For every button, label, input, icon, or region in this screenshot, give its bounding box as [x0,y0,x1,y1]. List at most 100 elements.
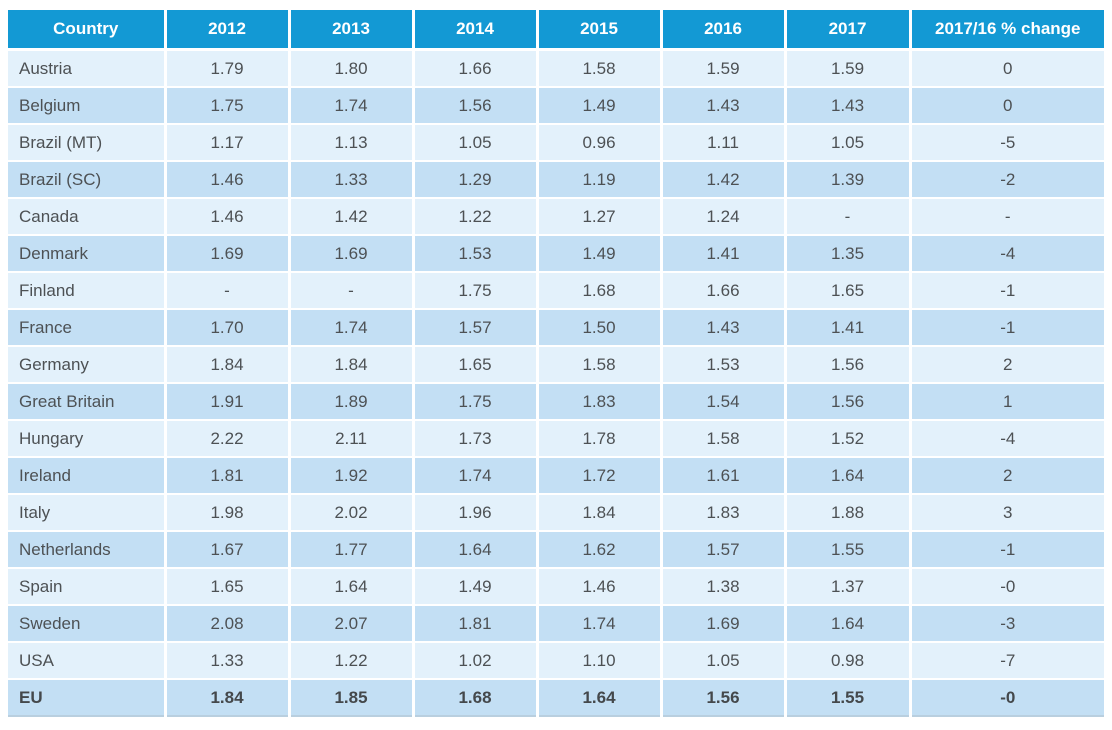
value-cell: 1.74 [287,86,413,124]
value-cell: 2.02 [287,493,413,531]
value-cell: - [783,197,910,235]
value-cell: 1.55 [783,530,910,568]
table-row: Italy 1.98 2.02 1.96 1.84 1.83 1.88 3 [8,493,1104,531]
value-cell: -1 [908,271,1104,309]
value-cell: 1.80 [287,48,413,87]
value-cell: 1.57 [411,308,537,346]
country-cell: France [8,308,165,346]
value-cell: 1.46 [163,197,289,235]
value-cell: 0.98 [783,641,910,679]
value-cell: 0 [908,48,1104,87]
value-cell: 1.22 [411,197,537,235]
column-header: 2015 [535,10,661,50]
value-cell: 1.24 [659,197,785,235]
country-cell: Brazil (SC) [8,160,165,198]
value-cell: 1.84 [287,345,413,383]
value-cell: 1.89 [287,382,413,420]
value-cell: 1.22 [287,641,413,679]
column-header: 2014 [411,10,537,50]
country-cell: Brazil (MT) [8,123,165,161]
value-cell: 1.19 [535,160,661,198]
table-row: Sweden 2.08 2.07 1.81 1.74 1.69 1.64 -3 [8,604,1104,642]
value-cell: 2.11 [287,419,413,457]
value-cell: 1.33 [163,641,289,679]
value-cell: 1.74 [535,604,661,642]
column-header: 2012 [163,10,289,50]
value-cell: 1.73 [411,419,537,457]
value-cell: - [163,271,289,309]
value-cell: -4 [908,234,1104,272]
value-cell: - [908,197,1104,235]
table-body: Austria 1.79 1.80 1.66 1.58 1.59 1.59 0 Belgium 1… [8,48,1104,716]
value-cell: 1.66 [411,48,537,87]
country-cell: Canada [8,197,165,235]
table-header: Country 2012 2013 2014 2015 2016 2017 2017/16 %… [8,10,1104,50]
value-cell: 1.77 [287,530,413,568]
value-cell: -4 [908,419,1104,457]
value-cell: 1.39 [783,160,910,198]
value-cell: 1.49 [535,86,661,124]
value-cell: 1.11 [659,123,785,161]
country-data-table: Country 2012 2013 2014 2015 2016 2017 2017/16 %… [8,10,1104,717]
value-cell: 1.41 [783,308,910,346]
value-cell: 1.64 [783,456,910,494]
value-cell: 1.43 [783,86,910,124]
value-cell: 1.37 [783,567,910,605]
table-row: Brazil (MT) 1.17 1.13 1.05 0.96 1.11 1.05 -5 [8,123,1104,161]
value-cell: 1.92 [287,456,413,494]
value-cell: - [287,271,413,309]
value-cell: 1.65 [411,345,537,383]
column-header: 2017 [783,10,910,50]
header-row: Country 2012 2013 2014 2015 2016 2017 2017/16 %… [8,10,1104,50]
value-cell: 1.81 [411,604,537,642]
value-cell: 1.85 [287,678,413,716]
value-cell: 1.02 [411,641,537,679]
value-cell: 1.56 [411,86,537,124]
table-row: Ireland 1.81 1.92 1.74 1.72 1.61 1.64 2 [8,456,1104,494]
value-cell: 1.59 [659,48,785,87]
value-cell: 1.50 [535,308,661,346]
value-cell: 1.88 [783,493,910,531]
table-row: Spain 1.65 1.64 1.49 1.46 1.38 1.37 -0 [8,567,1104,605]
table-row: USA 1.33 1.22 1.02 1.10 1.05 0.98 -7 [8,641,1104,679]
value-cell: 0.96 [535,123,661,161]
value-cell: 1.46 [163,160,289,198]
value-cell: 1.53 [411,234,537,272]
value-cell: 1.29 [411,160,537,198]
value-cell: 1.58 [535,48,661,87]
value-cell: -7 [908,641,1104,679]
value-cell: 1.49 [411,567,537,605]
value-cell: 1.75 [163,86,289,124]
table-row: Great Britain 1.91 1.89 1.75 1.83 1.54 1.56 1 [8,382,1104,420]
value-cell: 1.54 [659,382,785,420]
value-cell: 1.61 [659,456,785,494]
table-row: Germany 1.84 1.84 1.65 1.58 1.53 1.56 2 [8,345,1104,383]
table-row: Denmark 1.69 1.69 1.53 1.49 1.41 1.35 -4 [8,234,1104,272]
value-cell: -0 [908,567,1104,605]
value-cell: 1.58 [659,419,785,457]
value-cell: 1.57 [659,530,785,568]
value-cell: 1.35 [783,234,910,272]
value-cell: 1.46 [535,567,661,605]
value-cell: 1.13 [287,123,413,161]
value-cell: 1.33 [287,160,413,198]
value-cell: -2 [908,160,1104,198]
value-cell: 1.10 [535,641,661,679]
value-cell: -5 [908,123,1104,161]
value-cell: 1.96 [411,493,537,531]
value-cell: 3 [908,493,1104,531]
value-cell: 2 [908,456,1104,494]
value-cell: 1.98 [163,493,289,531]
value-cell: 1.68 [535,271,661,309]
country-cell: Netherlands [8,530,165,568]
value-cell: 1.64 [287,567,413,605]
value-cell: 1.72 [535,456,661,494]
country-cell: Hungary [8,419,165,457]
value-cell: 1.78 [535,419,661,457]
value-cell: 1.66 [659,271,785,309]
country-cell: Belgium [8,86,165,124]
value-cell: 1.84 [163,678,289,716]
country-cell: Germany [8,345,165,383]
value-cell: 1.69 [287,234,413,272]
country-data-table-container: Country 2012 2013 2014 2015 2016 2017 2017/16 %… [8,10,1104,717]
